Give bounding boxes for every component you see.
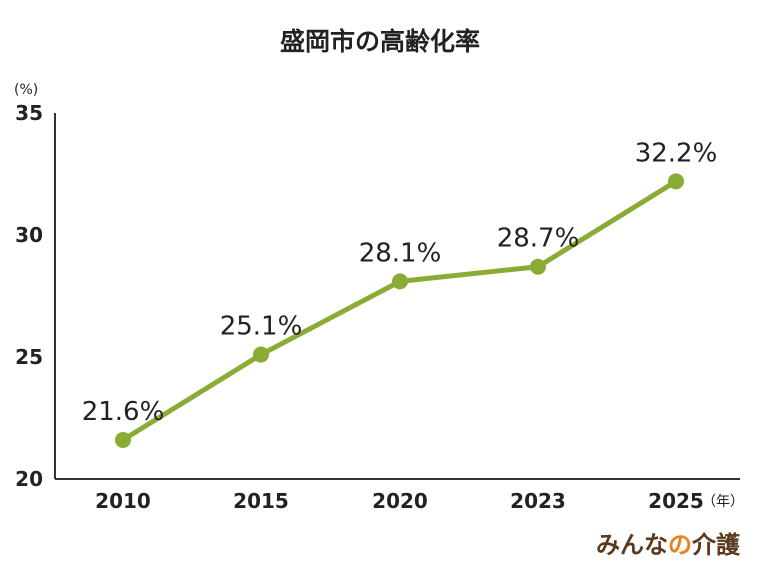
y-tick-label: 35 bbox=[15, 101, 43, 125]
y-tick-label: 30 bbox=[15, 223, 43, 247]
brand-logo: みんなの介護 bbox=[596, 525, 740, 560]
data-point bbox=[530, 258, 546, 275]
series-line bbox=[120, 178, 679, 443]
data-label: 21.6% bbox=[82, 397, 165, 427]
y-tick-label: 20 bbox=[15, 467, 43, 491]
x-tick-label: 2015 bbox=[233, 489, 289, 513]
data-point bbox=[392, 273, 408, 290]
data-label: 28.1% bbox=[359, 238, 442, 268]
data-point bbox=[115, 431, 131, 448]
brand-text-3: 介護 bbox=[692, 531, 740, 559]
y-tick-label: 25 bbox=[15, 345, 43, 369]
data-label: 28.7% bbox=[497, 224, 580, 254]
x-tick-label: 2020 bbox=[372, 489, 428, 513]
data-point bbox=[668, 173, 684, 190]
data-point bbox=[253, 346, 269, 363]
data-label: 25.1% bbox=[220, 312, 303, 342]
brand-text-1: みんな bbox=[596, 531, 668, 559]
x-tick-label: 2025 bbox=[648, 489, 704, 513]
data-label: 32.2% bbox=[635, 138, 718, 168]
y-axis-unit: (%) bbox=[14, 82, 38, 98]
x-axis-unit: （年） bbox=[702, 494, 744, 510]
x-tick-label: 2023 bbox=[510, 489, 566, 513]
chart-title: 盛岡市の高齢化率 bbox=[279, 27, 480, 56]
x-tick-label: 2010 bbox=[95, 489, 151, 513]
brand-text-2: の bbox=[668, 531, 692, 559]
